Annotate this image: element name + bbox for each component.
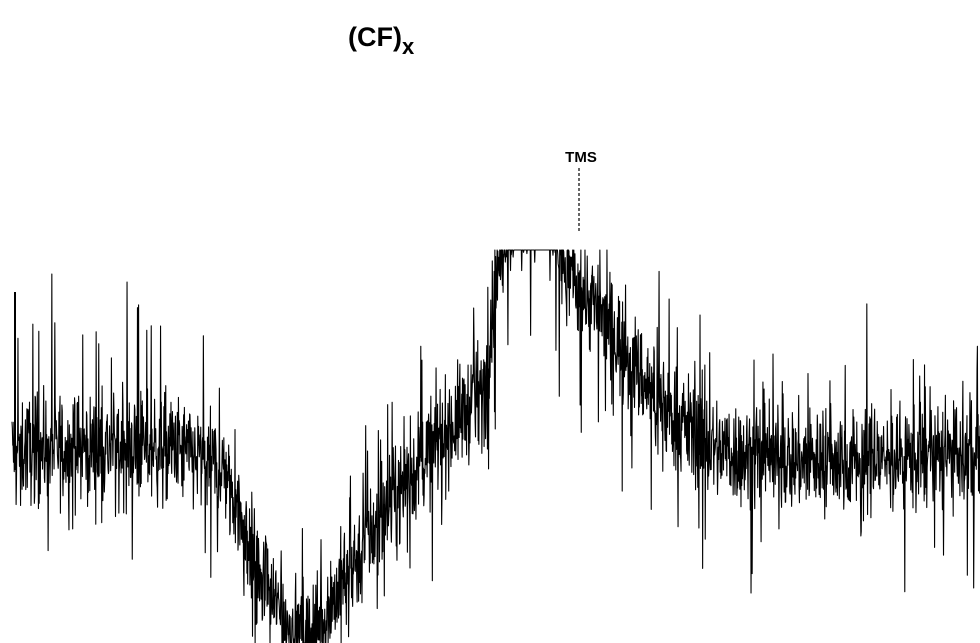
chart-title-main: (CF) [348, 22, 402, 52]
spectrum-trace [11, 249, 980, 643]
chart-title: (CF)x [348, 22, 415, 59]
chart-title-subscript: x [402, 34, 415, 59]
tms-reference-marker: TMS [565, 149, 597, 232]
spectrum-line [11, 249, 980, 643]
svg-text:(CF)x: (CF)x [348, 22, 415, 59]
tms-label: TMS [565, 149, 597, 166]
